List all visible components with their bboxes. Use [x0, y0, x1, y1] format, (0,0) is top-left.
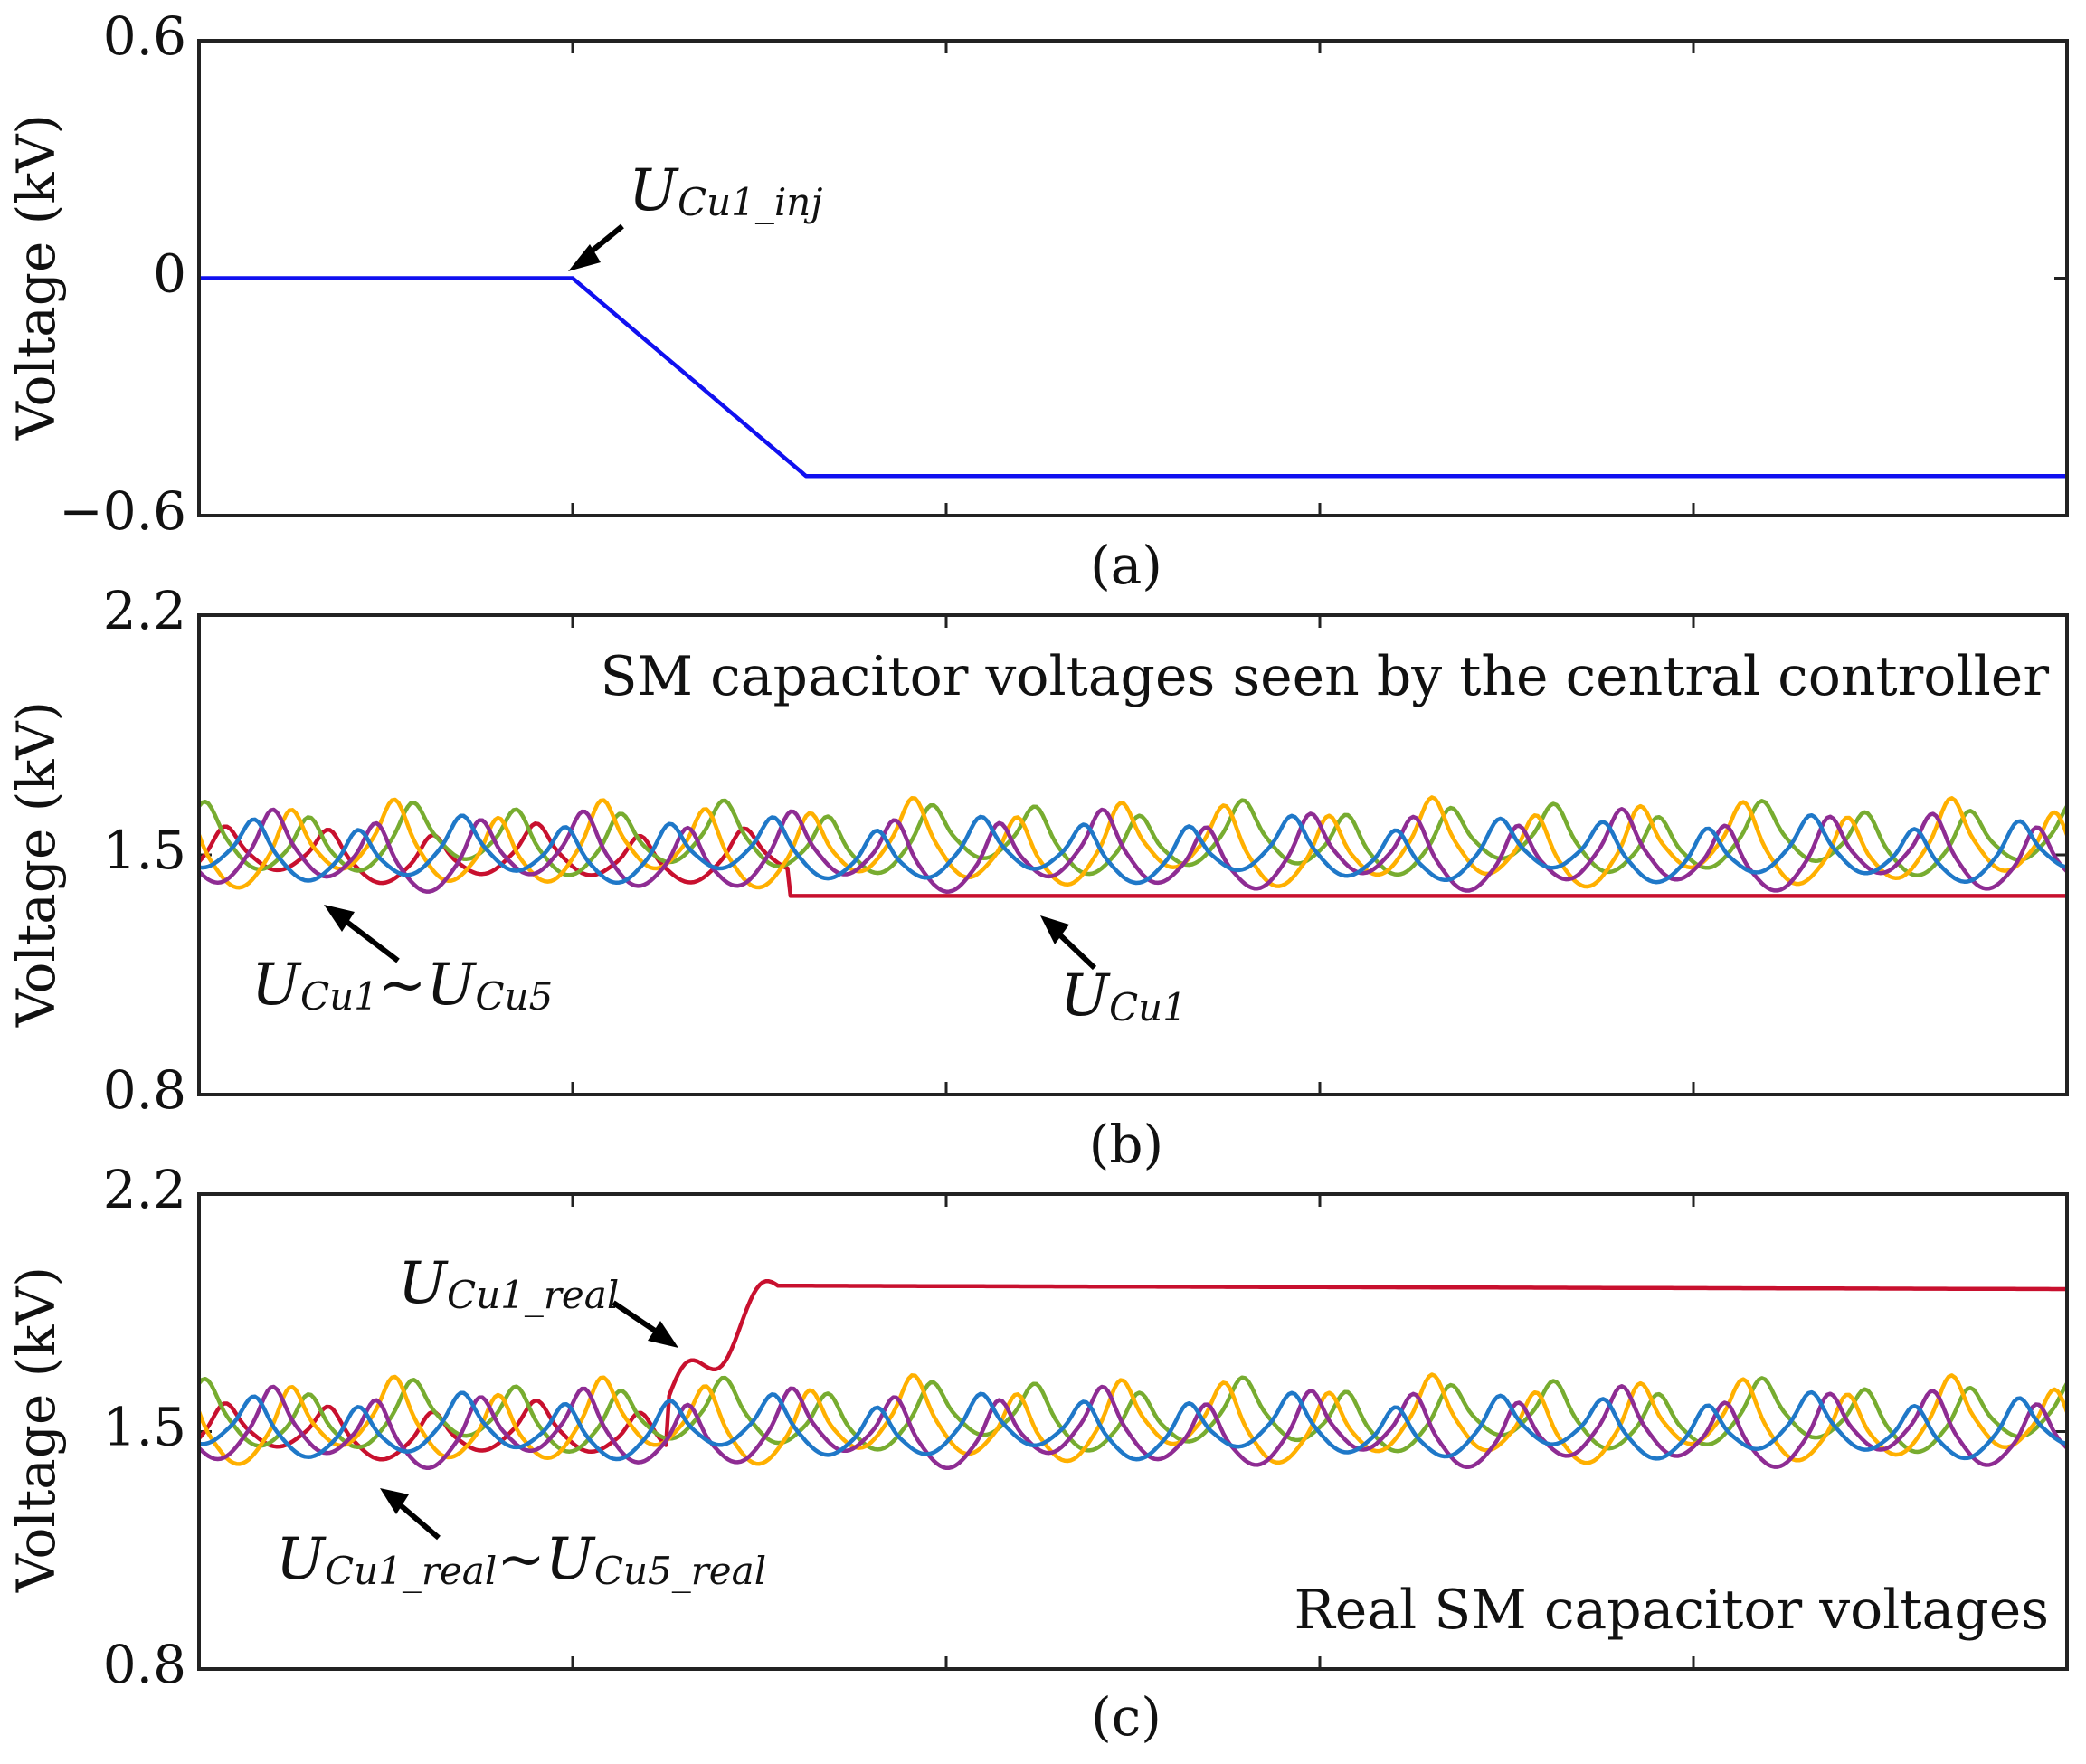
annotation-ucu1-inj-label: UCu1_inj [629, 157, 822, 224]
annotation-ucu1-real-arrowhead [648, 1321, 678, 1348]
plot-b [196, 795, 2070, 898]
yticks-a: −0.6 0 0.6 [59, 5, 2067, 542]
annotation-ucu1-ucu5-real: UCu1_real~UCu5_real [276, 1488, 766, 1593]
annotation-ucu1-ucu5-real-arrowhead [380, 1488, 409, 1514]
ytick-label-c-1: 1.5 [103, 1397, 186, 1458]
yticks-b: 0.8 1.5 2.2 [103, 580, 2067, 1121]
series-c-u-cu5-real [198, 1389, 2068, 1462]
ytick-label-a-1: 0 [153, 243, 186, 305]
axes-a [197, 39, 2069, 517]
annotation-ucu1-real: UCu1_real [398, 1250, 678, 1348]
series-b-u-cu4 [197, 807, 2069, 894]
ytick-label-c-2: 2.2 [103, 1159, 186, 1220]
title-b: SM capacitor voltages seen by the centra… [601, 645, 2050, 708]
annotation-ucu1-arrowhead [1040, 915, 1069, 944]
annotation-ucu1-inj-arrowhead [568, 244, 601, 271]
series-c-u-cu4-real [197, 1384, 2069, 1471]
panel-c: Voltage (kV) 0.8 1.5 2.2 Real SM capacitor… [5, 1159, 2070, 1748]
series-c-u-cu1-real [197, 1279, 2067, 1462]
caption-c: (c) [1091, 1686, 1162, 1748]
annotation-ucu1-real-label: UCu1_real [398, 1250, 619, 1317]
ytick-label-a-2: 0.6 [103, 5, 186, 67]
annotation-ucu1-label: UCu1 [1060, 963, 1187, 1029]
annotation-ucu1-ucu5-arrowhead [324, 905, 355, 932]
annotation-ucu1-inj: UCu1_inj [568, 157, 822, 271]
axes-b [197, 613, 2069, 1096]
ytick-label-b-1: 1.5 [103, 820, 186, 881]
panel-a: Voltage (kV) −0.6 0 0.6 (a) UCu1_inj [5, 5, 2069, 596]
annotation-ucu1-ucu5-real-arrow [394, 1499, 441, 1541]
ytick-label-b-0: 0.8 [103, 1059, 186, 1121]
title-c: Real SM capacitor voltages [1294, 1579, 2049, 1642]
annotation-ucu1-real-arrow [612, 1300, 662, 1337]
yticks-c: 0.8 1.5 2.2 [103, 1159, 2067, 1695]
plot-c [196, 1279, 2070, 1471]
ylabel-b: Voltage (kV) [5, 701, 67, 1028]
series-b-u-cu3 [196, 795, 2070, 890]
ytick-label-a-0: −0.6 [59, 480, 186, 542]
ytick-label-c-0: 0.8 [103, 1634, 186, 1695]
series-c-u-cu3-real [196, 1372, 2070, 1466]
annotation-ucu1: UCu1 [1040, 915, 1187, 1029]
ylabel-c: Voltage (kV) [5, 1266, 67, 1593]
ylabel-a: Voltage (kV) [5, 114, 67, 441]
series-b-u-cu1 [197, 821, 2067, 898]
axes-c [197, 1192, 2069, 1671]
series-a-u-cu1-inj [199, 276, 2067, 479]
plot-a [199, 276, 2067, 479]
annotation-ucu1-ucu5-arrow [340, 915, 400, 963]
ytick-label-b-2: 2.2 [103, 580, 186, 641]
annotation-ucu1-ucu5: UCu1~UCu5 [251, 905, 553, 1019]
caption-b: (b) [1089, 1114, 1163, 1175]
caption-a: (a) [1090, 535, 1162, 596]
annotation-ucu1-ucu5-real-label: UCu1_real~UCu5_real [276, 1526, 766, 1593]
series-b-u-cu5 [198, 812, 2068, 886]
annotation-ucu1-ucu5-label: UCu1~UCu5 [251, 952, 553, 1019]
annotation-ucu1-arrow [1054, 929, 1097, 971]
panel-b: Voltage (kV) 0.8 1.5 2.2 SM capacitor volt… [5, 580, 2070, 1175]
